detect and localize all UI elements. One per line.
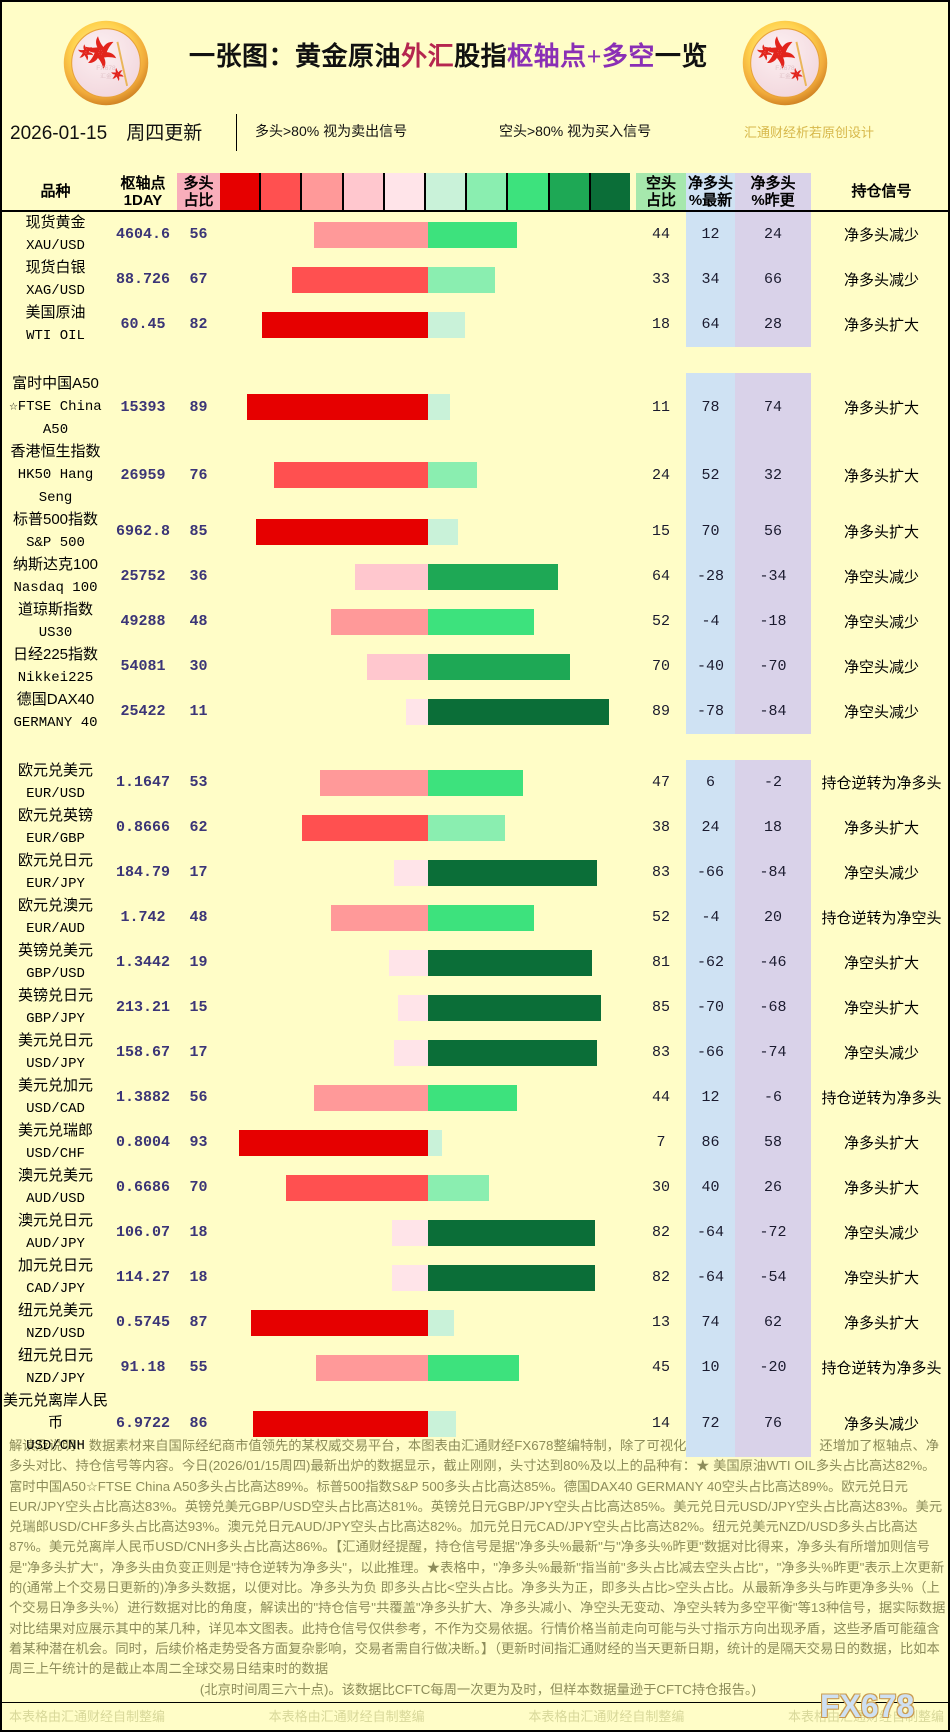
svg-text:FX678: FX678 [96,65,116,72]
svg-text:汇金: 汇金 [100,72,112,80]
svg-text:汇金: 汇金 [779,72,791,80]
svg-text:FX678: FX678 [775,65,795,72]
